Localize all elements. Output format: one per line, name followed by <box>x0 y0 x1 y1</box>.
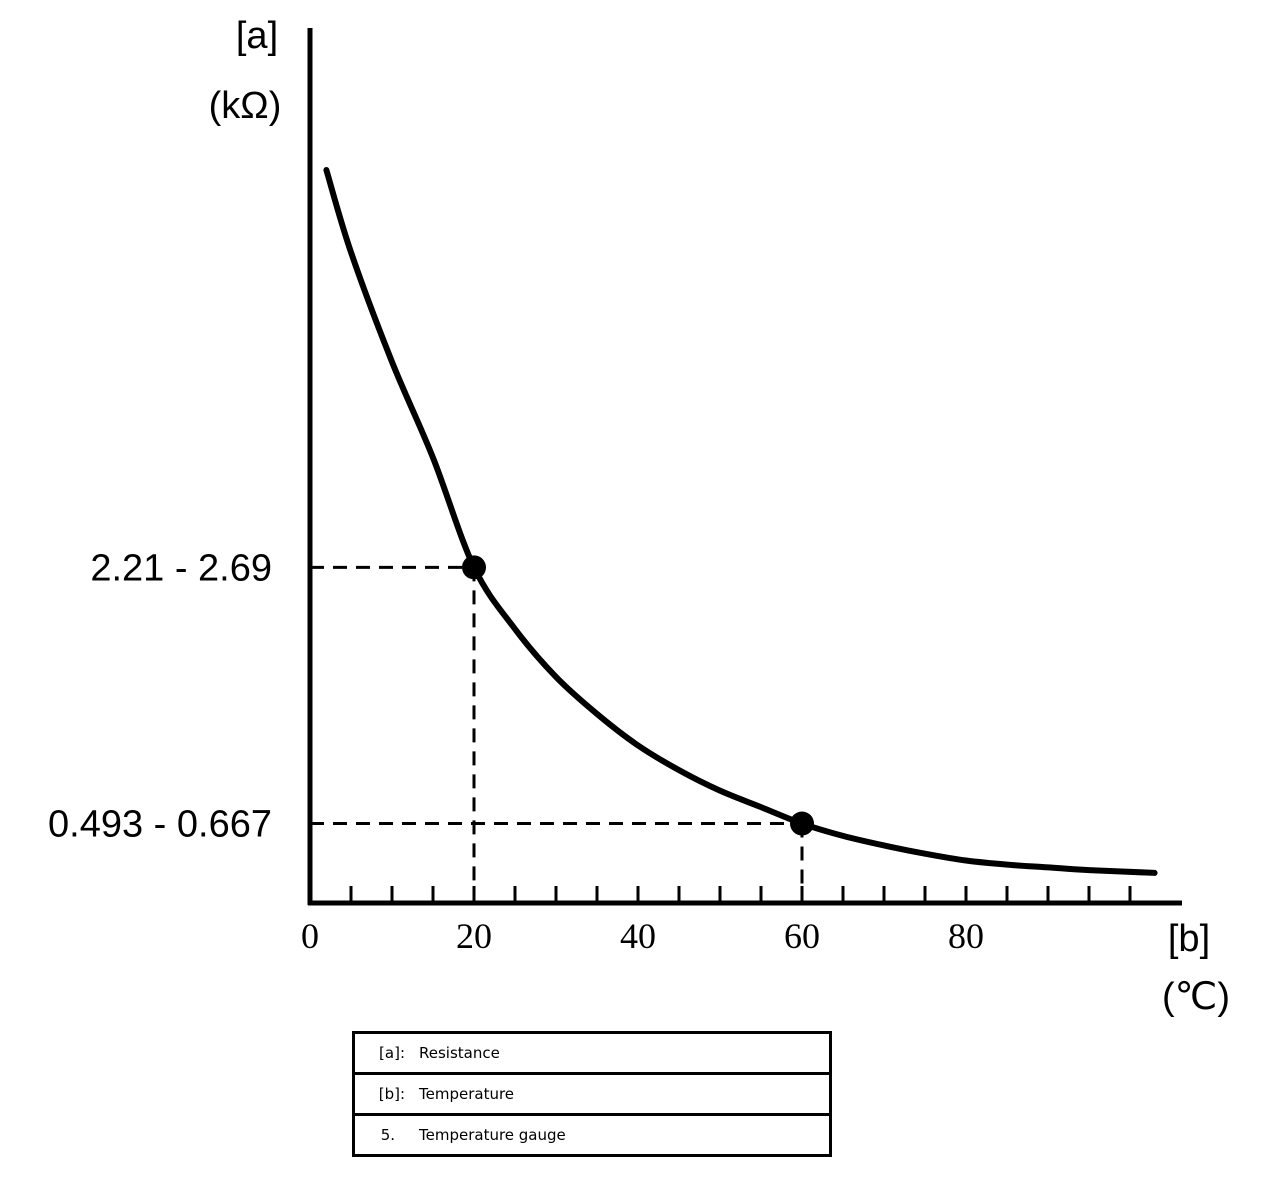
legend-value: Temperature <box>419 1085 515 1103</box>
value-annotation: 2.21 - 2.69 <box>90 547 272 589</box>
dashed-guide-lines <box>310 565 804 903</box>
y-axis-unit: (kΩ) <box>209 85 282 127</box>
legend-row: 5. Temperature gauge <box>352 1113 832 1157</box>
value-annotations: 2.21 - 2.69 0.493 - 0.667 <box>48 547 272 845</box>
value-annotation: 0.493 - 0.667 <box>48 804 272 846</box>
x-axis-tick-labels: 0 20 40 60 80 <box>301 916 984 956</box>
x-tick-label: 20 <box>456 916 492 956</box>
x-axis-minor-ticks <box>349 886 1132 903</box>
resistance-temperature-chart: 0 20 40 60 80 2.21 - 2.69 0.493 - 0.667 [a] (… <box>48 15 1230 1018</box>
data-points <box>462 555 814 836</box>
x-tick-label: 80 <box>948 916 984 956</box>
y-axis-label: [a] <box>236 15 278 57</box>
x-tick-label: 0 <box>301 916 319 956</box>
legend-key: [b]: <box>378 1085 405 1103</box>
x-tick-label: 60 <box>784 916 820 956</box>
legend-table: [a]: Resistance [b]: Temperature 5. Tempera… <box>352 1031 832 1157</box>
legend-key: [a]: <box>379 1044 405 1062</box>
resistance-curve <box>323 167 1158 876</box>
legend-value: Temperature gauge <box>419 1126 566 1144</box>
legend-row: [b]: Temperature <box>352 1072 832 1116</box>
data-point-marker <box>462 555 486 580</box>
legend-value: Resistance <box>419 1044 500 1062</box>
axes <box>307 28 1182 906</box>
x-axis-unit: (℃) <box>1162 976 1230 1018</box>
legend-key: 5. <box>380 1126 395 1144</box>
legend-row: [a]: Resistance <box>352 1031 832 1075</box>
x-axis-label: [b] <box>1168 918 1210 960</box>
data-point-marker <box>790 811 814 836</box>
x-tick-label: 40 <box>620 916 656 956</box>
